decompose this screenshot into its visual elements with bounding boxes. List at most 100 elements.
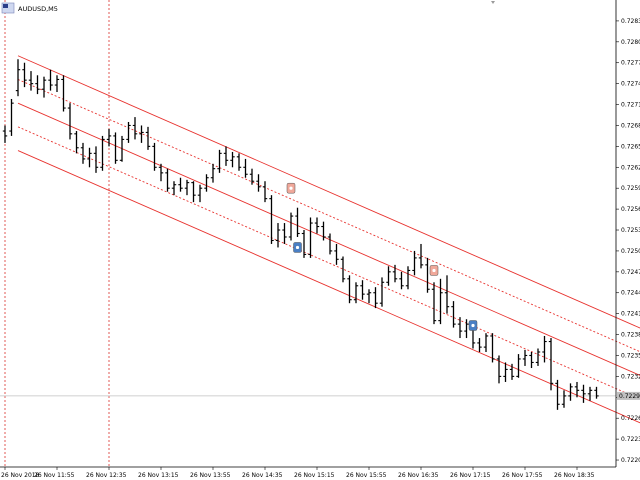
y-tick-label: 0.72560 — [621, 206, 640, 213]
y-tick-label: 0.72620 — [621, 164, 640, 171]
ohlc-bar — [243, 158, 248, 178]
x-tick-label: 26 Nov 16:35 — [398, 472, 439, 479]
y-tick-label: 0.72350 — [621, 352, 640, 359]
ohlc-bar — [80, 142, 86, 164]
ohlc-bar — [61, 75, 66, 112]
y-tick-label: 0.72380 — [621, 332, 640, 339]
x-tick-label: 26 Nov 15:15 — [294, 472, 335, 479]
flag-canton — [3, 4, 8, 8]
ohlc-bar — [204, 174, 209, 192]
y-tick-label: 0.72260 — [621, 415, 640, 422]
ohlc-bar — [93, 146, 99, 173]
channel-middle-line[interactable] — [17, 102, 640, 382]
buy-trade-marker-icon[interactable] — [293, 242, 302, 253]
y-tick-label: 0.72800 — [621, 39, 640, 46]
channel-inner-upper-line[interactable] — [17, 79, 640, 358]
x-tick-label: 26 Nov 17:15 — [450, 472, 491, 479]
ohlc-bar — [165, 168, 170, 192]
y-tick-label: 0.72590 — [621, 185, 640, 192]
ohlc-bar — [301, 230, 307, 258]
ohlc-bar — [574, 381, 580, 398]
ohlc-bar — [28, 71, 34, 91]
y-tick-label: 0.72530 — [621, 227, 640, 234]
ohlc-bar — [405, 266, 411, 290]
ohlc-bar — [67, 103, 73, 140]
ohlc-bar — [132, 117, 138, 140]
ohlc-bar — [451, 301, 456, 328]
ohlc-bar — [223, 146, 229, 166]
ohlc-bar — [438, 278, 443, 325]
ohlc-bar — [15, 59, 21, 97]
ohlc-bar — [249, 168, 255, 185]
ohlc-bar — [236, 153, 242, 171]
ohlc-bar — [145, 126, 151, 150]
x-tick-label: 26 Nov 14:35 — [242, 472, 283, 479]
ohlc-bar — [171, 181, 177, 196]
x-tick-label: 26 Nov 18:35 — [554, 472, 595, 479]
ohlc-bar — [535, 348, 541, 366]
marker-dot — [471, 323, 475, 328]
ohlc-bar — [464, 319, 469, 339]
ohlc-bar — [321, 221, 326, 241]
ohlc-bar — [555, 379, 560, 410]
ohlc-bar — [41, 76, 47, 98]
y-tick-label: 0.72740 — [621, 81, 640, 88]
ohlc-bar — [392, 264, 398, 283]
ohlc-bar — [366, 289, 372, 304]
ohlc-bar — [490, 333, 495, 363]
marker-dot — [295, 245, 300, 250]
y-tick-label: 0.72830 — [621, 18, 640, 25]
ohlc-bar — [126, 121, 131, 143]
current-price-box — [617, 391, 640, 400]
ohlc-bar — [568, 383, 573, 401]
buy-trade-marker-icon[interactable] — [468, 320, 478, 331]
ohlc-bar — [431, 282, 437, 325]
ohlc-bar — [100, 135, 105, 171]
x-tick-label: 26 Nov 11:55 — [34, 472, 75, 479]
ohlc-bar — [35, 75, 40, 95]
ohlc-bar — [340, 256, 346, 283]
ohlc-bar — [314, 217, 320, 234]
ohlc-bar — [522, 349, 528, 366]
ohlc-bar — [152, 142, 157, 171]
ohlc-bar — [269, 195, 274, 244]
ohlc-bar — [158, 163, 164, 182]
channel-inner-lower-line[interactable] — [17, 126, 640, 406]
ohlc-bar — [282, 223, 287, 244]
ohlc-bar — [22, 62, 27, 88]
ohlc-bar — [106, 128, 112, 147]
ohlc-bar — [87, 147, 92, 168]
y-tick-label: 0.72470 — [621, 269, 640, 276]
symbol-timeframe-label: AUDUSD,M5 — [18, 5, 58, 13]
ohlc-bar — [477, 338, 482, 352]
ohlc-bar — [74, 131, 79, 154]
ohlc-bar — [561, 390, 567, 408]
ohlc-bar — [113, 132, 118, 164]
ohlc-bar — [197, 184, 203, 203]
ohlc-bar — [509, 363, 515, 380]
marker-dot — [432, 268, 436, 273]
ohlc-bar — [425, 257, 430, 293]
ohlc-bar — [503, 362, 508, 382]
ohlc-bar — [210, 163, 216, 183]
channel-lower-line[interactable] — [17, 150, 640, 430]
ohlc-bar — [373, 287, 378, 309]
ohlc-bar — [54, 75, 60, 93]
sell-trade-marker-icon[interactable] — [429, 265, 439, 276]
ohlc-bar — [119, 135, 125, 162]
ohlc-bar — [353, 282, 359, 304]
ohlc-bar — [386, 266, 391, 286]
ohlc-bar — [230, 151, 235, 168]
y-tick-label: 0.72410 — [621, 311, 640, 318]
ohlc-bar — [483, 333, 489, 352]
sell-trade-marker-icon[interactable] — [286, 182, 296, 194]
ohlc-bar — [587, 386, 593, 401]
ohlc-bar — [496, 355, 502, 384]
channel-upper-line[interactable] — [17, 55, 640, 335]
x-tick-label: 26 Nov 13:55 — [190, 472, 231, 479]
ohlc-bar — [256, 174, 261, 192]
chart-shift-marker-icon[interactable] — [491, 1, 495, 4]
ohlc-bar — [444, 275, 450, 314]
